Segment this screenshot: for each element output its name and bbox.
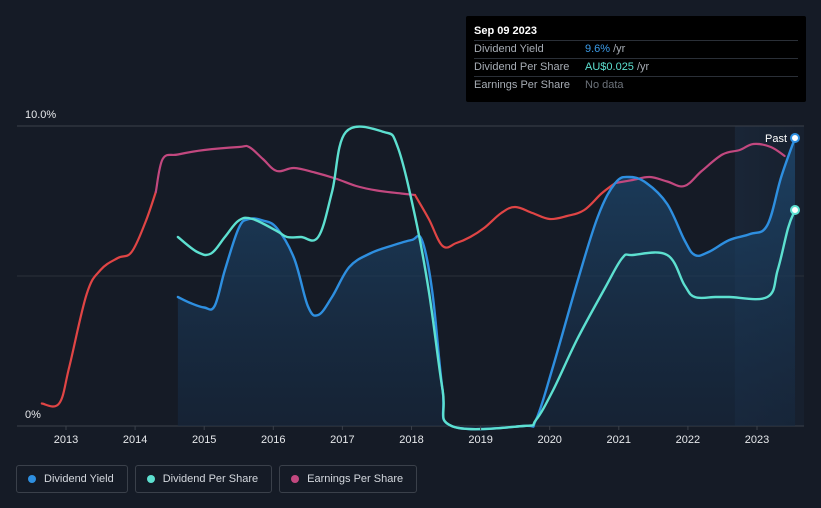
eps-line-late bbox=[614, 142, 786, 188]
x-tick-label: 2014 bbox=[123, 434, 147, 446]
legend-item-earnings-per-share[interactable]: Earnings Per Share bbox=[279, 465, 418, 493]
x-tick-label: 2022 bbox=[676, 434, 700, 446]
x-tick-label: 2015 bbox=[192, 434, 216, 446]
x-tick-label: 2013 bbox=[54, 434, 78, 446]
x-tick-label: 2017 bbox=[330, 434, 354, 446]
legend: Dividend Yield Dividend Per Share Earnin… bbox=[16, 465, 418, 493]
tooltip-unit: /yr bbox=[636, 61, 650, 73]
legend-item-dividend-per-share[interactable]: Dividend Per Share bbox=[134, 465, 273, 493]
tooltip-value: No data bbox=[585, 79, 624, 91]
tooltip-date: Sep 09 2023 bbox=[474, 25, 537, 37]
dividend-yield-area bbox=[177, 138, 795, 430]
legend-label: Earnings Per Share bbox=[307, 473, 404, 485]
legend-dot-icon bbox=[28, 475, 36, 483]
legend-dot-icon bbox=[146, 475, 155, 483]
legend-label: Dividend Yield bbox=[44, 473, 114, 485]
tooltip-value: AU$0.025 bbox=[585, 61, 634, 73]
tooltip-label: Dividend Yield bbox=[474, 43, 544, 55]
dividend-per-share-end-marker[interactable] bbox=[790, 205, 801, 215]
x-tick-label: 2023 bbox=[745, 434, 769, 446]
x-tick-label: 2016 bbox=[261, 434, 285, 446]
x-tick-label: 2019 bbox=[468, 434, 492, 446]
tooltip-label: Dividend Per Share bbox=[474, 61, 570, 73]
x-tick-label: 2021 bbox=[607, 434, 631, 446]
tooltip-value: 9.6% bbox=[585, 43, 611, 55]
tooltip-row-dividend-yield: Dividend Yield 9.6% /yr bbox=[474, 40, 798, 58]
y-tick-label-top: 10.0% bbox=[25, 109, 56, 121]
x-tick-label: 2020 bbox=[537, 434, 561, 446]
tooltip-panel: Sep 09 2023 Dividend Yield 9.6% /yr Divi… bbox=[466, 16, 806, 102]
tooltip-unit: /yr bbox=[613, 43, 626, 55]
eps-line-mid bbox=[413, 181, 617, 249]
y-tick-label-bottom: 0% bbox=[25, 409, 41, 421]
tooltip-row-dividend-per-share: Dividend Per Share AU$0.025 /yr bbox=[474, 58, 798, 76]
eps-line-pink-segment bbox=[154, 144, 417, 197]
dividend-yield-end-marker[interactable] bbox=[790, 133, 801, 143]
legend-item-dividend-yield[interactable]: Dividend Yield bbox=[16, 465, 128, 493]
eps-line-early bbox=[40, 190, 157, 408]
legend-label: Dividend Per Share bbox=[162, 473, 259, 485]
dividend-per-share-line bbox=[176, 125, 797, 431]
legend-dot-icon bbox=[291, 475, 300, 483]
tooltip-row-earnings-per-share: Earnings Per Share No data bbox=[474, 76, 798, 94]
past-label: Past bbox=[765, 133, 787, 145]
tooltip-label: Earnings Per Share bbox=[474, 79, 570, 91]
x-tick-label: 2018 bbox=[399, 434, 423, 446]
